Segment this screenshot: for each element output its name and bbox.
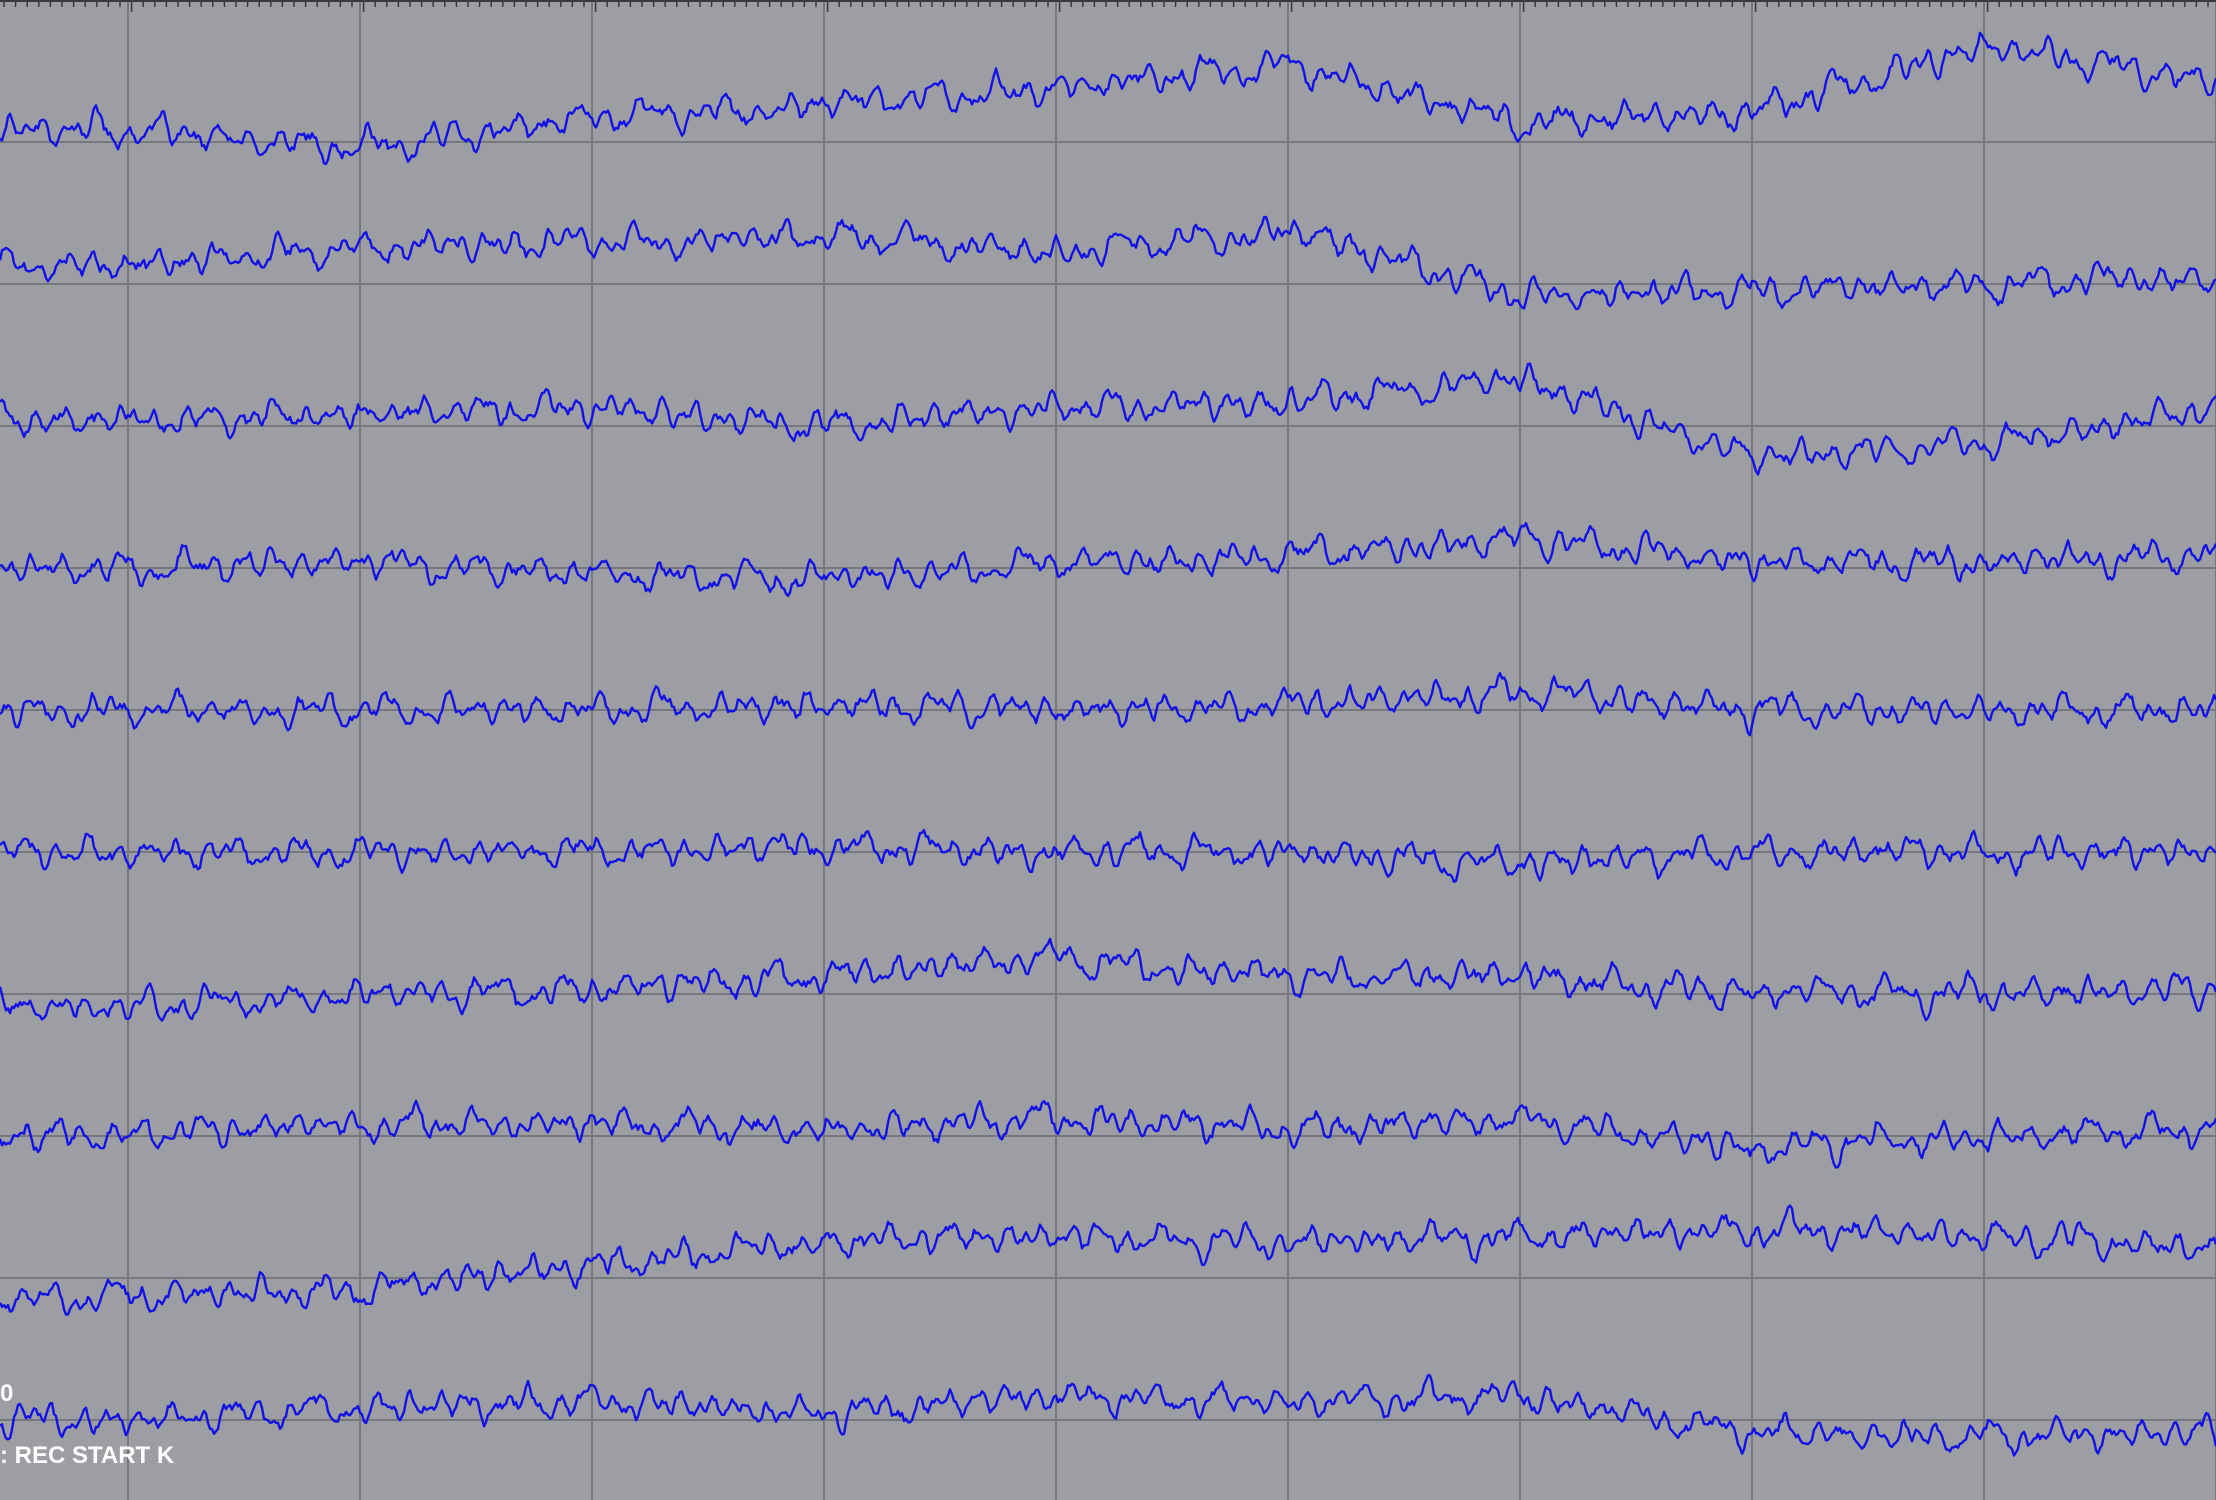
channel-trace-9 xyxy=(0,1204,2216,1316)
channel-trace-5 xyxy=(0,672,2216,737)
channel-trace-2 xyxy=(0,215,2216,311)
channel-trace-10 xyxy=(0,1374,2216,1457)
channel-trace-6 xyxy=(0,828,2216,883)
time-ruler xyxy=(0,0,2216,12)
marker-value-label: 0 xyxy=(0,1380,14,1407)
channel-trace-1 xyxy=(0,31,2216,166)
channel-traces xyxy=(0,31,2216,1457)
event-annotation-label: : REC START K xyxy=(0,1442,175,1469)
channel-trace-4 xyxy=(0,522,2216,597)
channel-trace-3 xyxy=(0,362,2216,476)
channel-trace-7 xyxy=(0,937,2216,1022)
channel-trace-8 xyxy=(0,1099,2216,1169)
